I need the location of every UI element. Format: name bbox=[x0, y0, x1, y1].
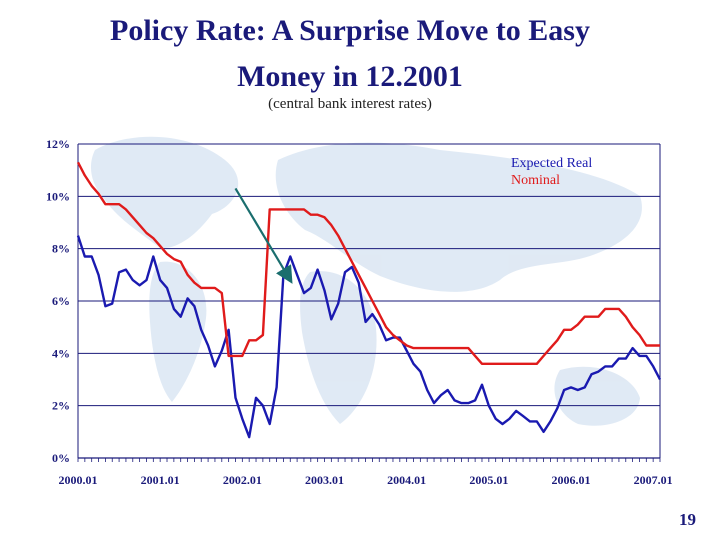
x-tick-label: 2000.01 bbox=[59, 473, 98, 487]
x-tick-label: 2006.01 bbox=[551, 473, 590, 487]
y-tick-label: 4% bbox=[52, 346, 70, 360]
annotation-arrow bbox=[235, 188, 290, 280]
y-tick-label: 8% bbox=[52, 242, 70, 256]
y-tick-label: 6% bbox=[52, 294, 70, 308]
y-tick-label: 12% bbox=[46, 137, 70, 151]
x-tick-label: 2002.01 bbox=[223, 473, 262, 487]
x-tick-label: 2005.01 bbox=[469, 473, 508, 487]
legend-entry: Expected Real bbox=[511, 156, 592, 171]
x-tick-label: 2007.01 bbox=[634, 473, 673, 487]
page-number: 19 bbox=[679, 510, 696, 530]
x-tick-label: 2004.01 bbox=[387, 473, 426, 487]
legend-entry: Nominal bbox=[511, 173, 560, 188]
x-tick-label: 2001.01 bbox=[141, 473, 180, 487]
x-tick-label: 2003.01 bbox=[305, 473, 344, 487]
y-tick-label: 2% bbox=[52, 399, 70, 413]
y-tick-label: 0% bbox=[52, 451, 70, 465]
y-tick-label: 10% bbox=[46, 189, 70, 203]
